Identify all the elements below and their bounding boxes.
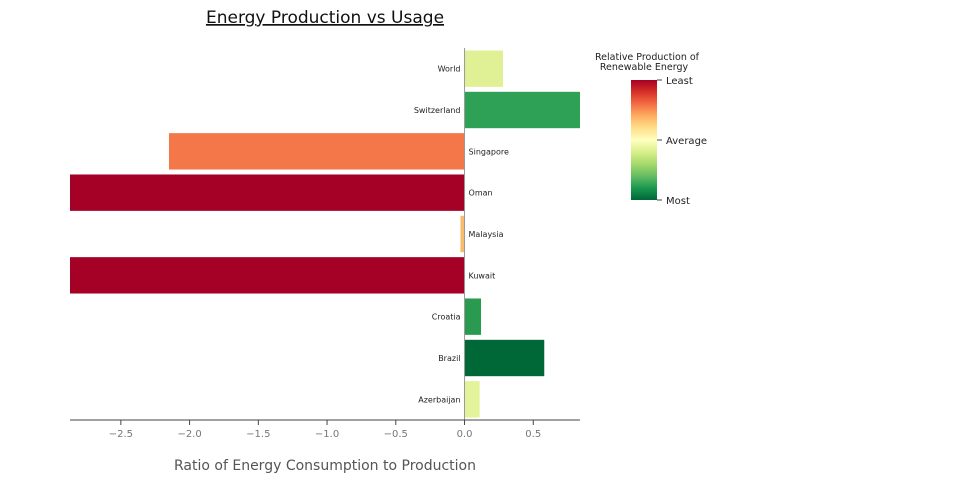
bar-world — [464, 50, 504, 87]
bar-malaysia — [460, 215, 465, 253]
colorbar-tick-label: Most — [666, 196, 690, 207]
category-label: Azerbaijan — [418, 395, 460, 404]
bar-brazil — [464, 339, 545, 377]
x-tick-label: 0.5 — [525, 429, 541, 440]
bar-azerbaijan — [464, 381, 480, 418]
category-label: Malaysia — [469, 230, 504, 239]
x-tick-label: −2.0 — [177, 429, 201, 440]
x-tick-label: −1.5 — [246, 429, 270, 440]
colorbar-gradient — [631, 80, 657, 200]
x-tick-label: −0.5 — [384, 429, 408, 440]
bar-singapore — [168, 133, 465, 170]
colorbar: Relative Production of Renewable Energy … — [595, 52, 707, 207]
category-label: World — [438, 65, 461, 74]
category-label: Croatia — [432, 313, 461, 322]
colorbar-tick-label: Average — [666, 136, 707, 147]
colorbar-title-line-1: Relative Production of — [595, 52, 700, 63]
colorbar-tick-label: Least — [666, 76, 693, 87]
x-tick-label: −1.0 — [315, 429, 339, 440]
bar-croatia — [464, 298, 482, 335]
bar-oman — [70, 174, 465, 211]
chart-title: Energy Production vs Usage — [206, 8, 444, 28]
category-labels-group: World Switzerland Singapore Oman Malaysia Kuw… — [414, 65, 509, 405]
x-axis-title: Ratio of Energy Consumption to Productio… — [174, 458, 476, 474]
x-tick-label: −2.5 — [109, 429, 133, 440]
x-tick-label: 0.0 — [457, 429, 473, 440]
category-label: Oman — [469, 189, 493, 198]
colorbar-ticks-group: Least Average Most — [657, 76, 707, 207]
bar-switzerland — [464, 91, 580, 129]
category-label: Singapore — [469, 147, 509, 156]
bar-kuwait — [70, 257, 465, 294]
bars-group — [70, 50, 580, 418]
colorbar-title-line-2: Renewable Energy — [600, 62, 689, 73]
category-label: Brazil — [438, 354, 460, 363]
category-label: Kuwait — [469, 271, 496, 280]
x-ticks-group: −2.5 −2.0 −1.5 −1.0 −0.5 0.0 0.5 — [109, 420, 541, 440]
category-label: Switzerland — [414, 106, 461, 115]
